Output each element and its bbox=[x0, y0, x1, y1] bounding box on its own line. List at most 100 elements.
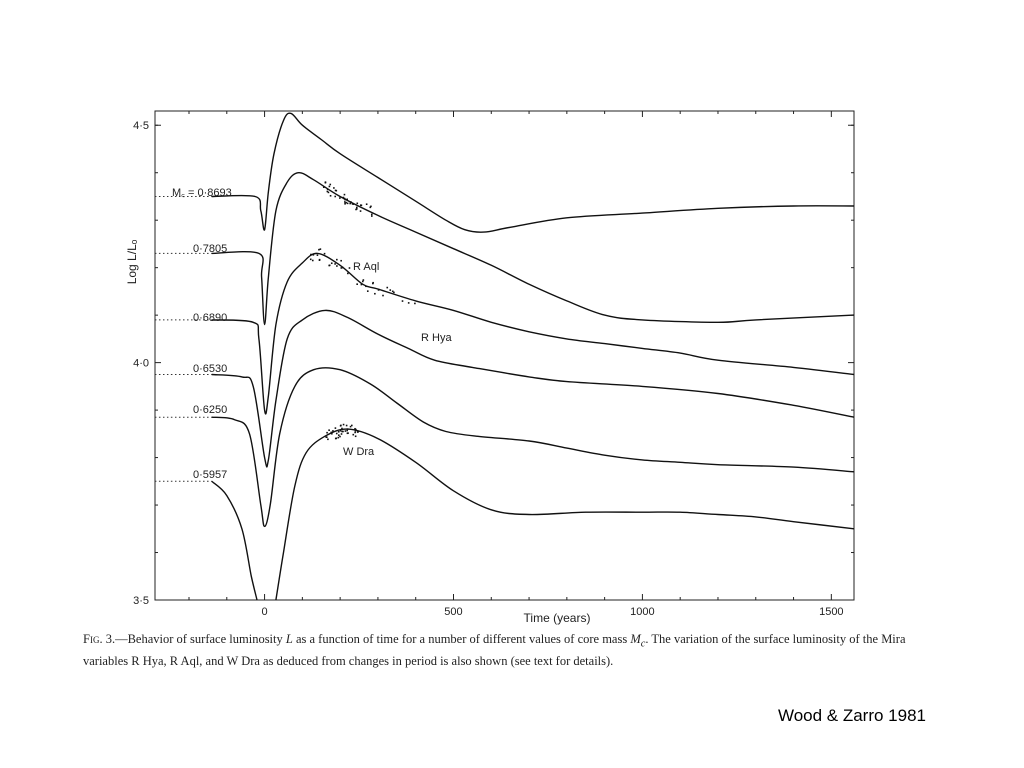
obs-point-w-dra bbox=[342, 423, 345, 426]
obs-point-w-dra bbox=[339, 435, 341, 438]
obs-point-r-hya bbox=[310, 253, 312, 256]
obs-point-w-dra bbox=[352, 433, 355, 436]
obs-point-r-aql bbox=[344, 202, 346, 205]
obs-point-r-hya bbox=[340, 259, 342, 262]
obs-point-w-dra bbox=[356, 431, 359, 433]
curve-label-05957: 0·5957 bbox=[193, 469, 227, 481]
obs-point-r-aql bbox=[327, 191, 330, 194]
obs-point-r-hya bbox=[414, 302, 416, 305]
obs-point-r-aql bbox=[344, 198, 346, 201]
obs-point-r-aql bbox=[344, 201, 346, 203]
obs-point-r-hya bbox=[366, 290, 369, 292]
caption-text-1: —Behavior of surface luminosity bbox=[115, 632, 286, 646]
obs-point-r-aql bbox=[326, 190, 329, 193]
obs-point-r-hya bbox=[341, 266, 344, 269]
obs-point-r-aql bbox=[339, 197, 341, 199]
obs-point-r-aql bbox=[329, 183, 332, 186]
obs-point-w-dra bbox=[332, 430, 334, 432]
star-label-r-hya: R Hya bbox=[421, 332, 452, 344]
obs-point-r-hya bbox=[365, 285, 367, 288]
obs-point-r-hya bbox=[309, 258, 312, 261]
obs-point-r-hya bbox=[316, 254, 319, 256]
y-tick-label: 3·5 bbox=[133, 595, 149, 607]
obs-point-r-hya bbox=[336, 265, 338, 267]
obs-point-r-aql bbox=[370, 205, 372, 208]
obs-point-r-aql bbox=[343, 193, 346, 196]
obs-point-w-dra bbox=[339, 429, 342, 432]
obs-point-w-dra bbox=[345, 424, 348, 427]
obs-point-w-dra bbox=[355, 428, 357, 431]
series-line-5 bbox=[211, 367, 855, 528]
obs-point-r-aql bbox=[349, 202, 351, 205]
obs-point-r-aql bbox=[355, 206, 358, 209]
obs-point-r-aql bbox=[322, 186, 325, 189]
obs-point-r-aql bbox=[333, 187, 335, 189]
x-tick-label: 0 bbox=[262, 606, 268, 618]
obs-point-r-hya bbox=[393, 291, 395, 294]
obs-point-r-hya bbox=[407, 302, 410, 304]
obs-point-r-aql bbox=[346, 202, 349, 205]
obs-point-r-hya bbox=[340, 267, 343, 269]
obs-point-r-hya bbox=[391, 290, 394, 293]
curve-label-06530: 0·6530 bbox=[193, 363, 227, 375]
obs-point-w-dra bbox=[354, 435, 357, 438]
x-tick-label: 1500 bbox=[819, 606, 843, 618]
star-label-w-dra: W Dra bbox=[343, 446, 375, 458]
obs-point-w-dra bbox=[342, 430, 344, 433]
obs-point-r-aql bbox=[352, 203, 354, 205]
tick-labels: 0 500 1000 1500 4·5 4·0 3·5 bbox=[133, 120, 843, 618]
series-line-1 bbox=[211, 112, 855, 233]
obs-point-r-aql bbox=[355, 208, 358, 210]
curve-label-08693: M꜀ = 0·8693 bbox=[172, 187, 232, 199]
obs-point-r-hya bbox=[377, 288, 380, 291]
obs-point-r-hya bbox=[361, 280, 364, 283]
obs-point-r-aql bbox=[370, 213, 373, 216]
obs-point-r-hya bbox=[374, 292, 376, 295]
obs-point-w-dra bbox=[340, 433, 343, 435]
obs-point-r-aql bbox=[329, 194, 332, 197]
obs-point-r-hya bbox=[401, 300, 404, 302]
x-tick-label: 1000 bbox=[630, 606, 654, 618]
obs-point-r-hya bbox=[330, 262, 333, 265]
obs-point-w-dra bbox=[337, 430, 340, 433]
plot-frame bbox=[154, 110, 855, 601]
y-axis-label: Log L/Lₒ bbox=[125, 239, 139, 284]
obs-point-w-dra bbox=[337, 434, 340, 436]
obs-point-r-aql bbox=[324, 181, 327, 183]
obs-point-r-aql bbox=[369, 206, 372, 209]
obs-point-r-hya bbox=[319, 248, 322, 250]
caption-text-2: as a function of time for a number of di… bbox=[292, 632, 631, 646]
obs-point-w-dra bbox=[346, 429, 349, 432]
obs-point-r-aql bbox=[342, 196, 345, 199]
caption-fig-number: Fig. 3. bbox=[83, 632, 116, 646]
obs-point-r-hya bbox=[318, 248, 320, 251]
obs-point-r-hya bbox=[312, 254, 315, 256]
curve-label-06250: 0·6250 bbox=[193, 404, 227, 416]
chart: 0 500 1000 1500 4·5 4·0 3·5 Time (years) Log L… bbox=[125, 110, 855, 625]
obs-point-r-hya bbox=[389, 289, 392, 291]
obs-point-r-aql bbox=[371, 215, 373, 217]
obs-point-w-dra bbox=[330, 431, 333, 434]
caption-var-m-sub: c bbox=[640, 638, 646, 650]
obs-point-r-aql bbox=[356, 202, 359, 205]
obs-point-r-aql bbox=[345, 201, 347, 204]
obs-point-w-dra bbox=[350, 424, 353, 427]
curves bbox=[154, 112, 855, 601]
obs-point-r-hya bbox=[362, 279, 365, 281]
obs-point-w-dra bbox=[349, 425, 352, 428]
obs-point-r-hya bbox=[360, 283, 363, 286]
credit: Wood & Zarro 1981 bbox=[777, 706, 926, 725]
obs-point-w-dra bbox=[326, 431, 328, 434]
obs-point-r-aql bbox=[328, 185, 331, 188]
obs-point-r-hya bbox=[336, 258, 338, 261]
axis-ticks bbox=[155, 111, 854, 601]
obs-point-w-dra bbox=[334, 427, 337, 429]
series-line-4 bbox=[211, 309, 855, 468]
observation-points bbox=[309, 181, 416, 441]
obs-point-r-aql bbox=[350, 201, 352, 203]
obs-point-r-aql bbox=[334, 195, 337, 198]
star-label-r-aql: R Aql bbox=[353, 261, 379, 273]
obs-point-w-dra bbox=[346, 428, 349, 430]
obs-point-w-dra bbox=[341, 427, 343, 430]
obs-point-w-dra bbox=[328, 429, 330, 431]
